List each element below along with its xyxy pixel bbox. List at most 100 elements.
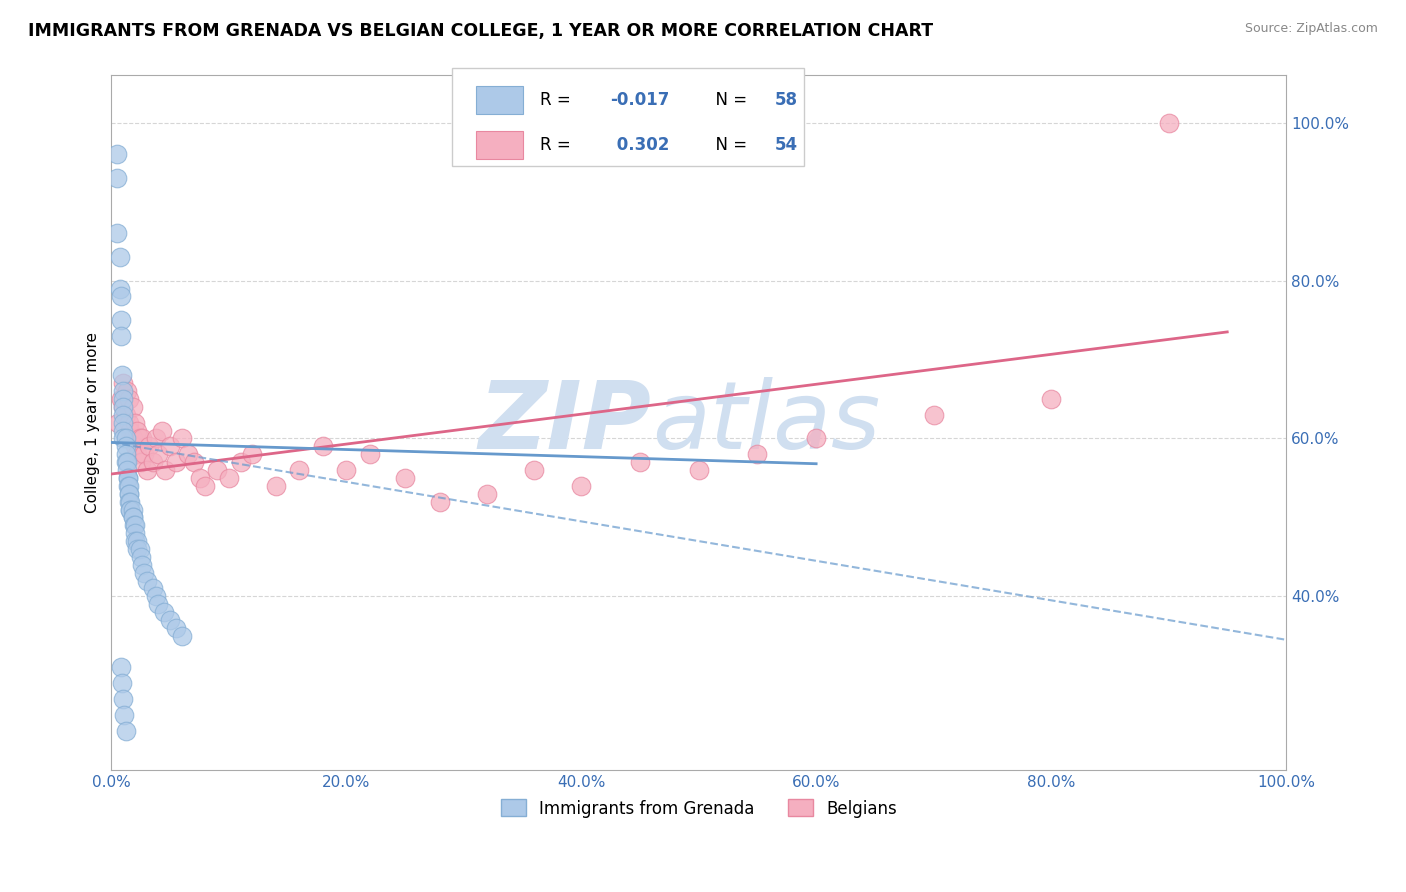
Point — [105, 226, 128, 240]
Point — [128, 541, 150, 556]
Point — [159, 613, 181, 627]
Point — [120, 502, 142, 516]
Point — [394, 471, 416, 485]
Point — [150, 424, 173, 438]
Point — [118, 416, 141, 430]
Point — [124, 416, 146, 430]
Point — [127, 534, 149, 549]
FancyBboxPatch shape — [453, 69, 804, 166]
Point — [120, 424, 142, 438]
Point — [115, 455, 138, 469]
Point — [110, 660, 132, 674]
Point — [922, 408, 945, 422]
Point — [134, 447, 156, 461]
Point — [112, 707, 135, 722]
Point — [112, 692, 135, 706]
Point — [110, 329, 132, 343]
Point — [141, 455, 163, 469]
Point — [105, 147, 128, 161]
Point — [188, 471, 211, 485]
Text: 0.302: 0.302 — [610, 136, 669, 153]
Point — [170, 629, 193, 643]
Text: -0.017: -0.017 — [610, 91, 671, 109]
Point — [118, 479, 141, 493]
Text: IMMIGRANTS FROM GRENADA VS BELGIAN COLLEGE, 1 YEAR OR MORE CORRELATION CHART: IMMIGRANTS FROM GRENADA VS BELGIAN COLLE… — [28, 22, 934, 40]
Point — [359, 447, 381, 461]
Point — [194, 479, 217, 493]
Point — [170, 432, 193, 446]
Point — [138, 439, 160, 453]
Point — [114, 723, 136, 738]
Y-axis label: College, 1 year or more: College, 1 year or more — [86, 332, 100, 513]
Point — [118, 494, 141, 508]
Point — [112, 400, 135, 414]
Point — [111, 368, 134, 383]
Point — [264, 479, 287, 493]
Point — [628, 455, 651, 469]
Point — [218, 471, 240, 485]
Point — [117, 471, 139, 485]
Text: atlas: atlas — [652, 377, 880, 468]
Point — [121, 400, 143, 414]
Point — [114, 447, 136, 461]
Point — [129, 455, 152, 469]
Point — [110, 313, 132, 327]
Point — [112, 424, 135, 438]
Point — [429, 494, 451, 508]
Point — [121, 510, 143, 524]
Point — [121, 510, 143, 524]
Point — [114, 408, 136, 422]
Point — [124, 534, 146, 549]
Point — [112, 416, 135, 430]
Point — [569, 479, 592, 493]
Point — [108, 281, 131, 295]
Point — [112, 392, 135, 406]
Point — [118, 487, 141, 501]
Point — [155, 463, 177, 477]
Point — [128, 432, 150, 446]
Point — [115, 463, 138, 477]
Point — [153, 605, 176, 619]
Point — [105, 171, 128, 186]
Point — [688, 463, 710, 477]
Point — [122, 518, 145, 533]
Point — [205, 463, 228, 477]
Point — [112, 376, 135, 391]
Point — [112, 432, 135, 446]
Point — [141, 582, 163, 596]
Text: Source: ZipAtlas.com: Source: ZipAtlas.com — [1244, 22, 1378, 36]
Point — [148, 447, 170, 461]
Point — [183, 455, 205, 469]
Text: R =: R = — [540, 136, 576, 153]
Point — [120, 502, 142, 516]
Point — [110, 289, 132, 303]
Point — [112, 400, 135, 414]
Point — [145, 432, 167, 446]
Text: 58: 58 — [775, 91, 799, 109]
Point — [477, 487, 499, 501]
Text: 54: 54 — [775, 136, 799, 153]
Point — [747, 447, 769, 461]
Text: N =: N = — [704, 136, 752, 153]
Point — [114, 439, 136, 453]
Point — [1040, 392, 1063, 406]
Point — [114, 432, 136, 446]
FancyBboxPatch shape — [475, 86, 523, 113]
Text: ZIP: ZIP — [479, 376, 652, 468]
Point — [120, 494, 142, 508]
Point — [335, 463, 357, 477]
Point — [312, 439, 335, 453]
Point — [124, 518, 146, 533]
Point — [115, 384, 138, 398]
Point — [111, 676, 134, 690]
Point — [117, 471, 139, 485]
Point — [131, 558, 153, 572]
Point — [1157, 116, 1180, 130]
Point — [112, 408, 135, 422]
Point — [804, 432, 827, 446]
Point — [131, 432, 153, 446]
Point — [127, 447, 149, 461]
Point — [165, 455, 187, 469]
Point — [134, 566, 156, 580]
Text: R =: R = — [540, 91, 576, 109]
